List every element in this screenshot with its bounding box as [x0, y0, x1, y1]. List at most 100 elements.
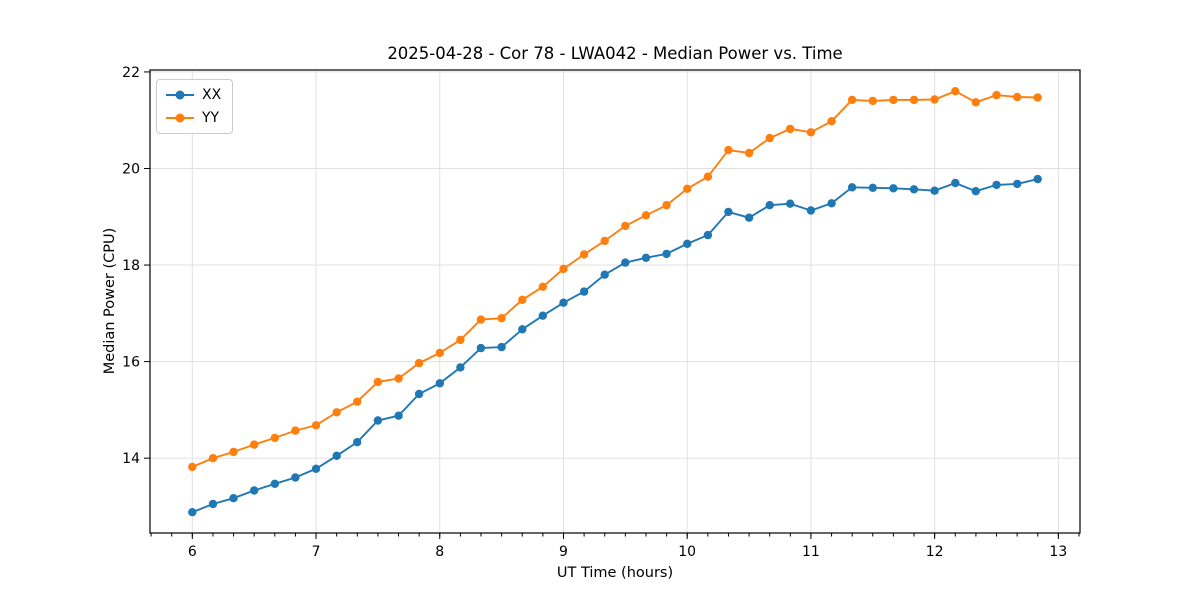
series-xx-marker — [992, 180, 1001, 190]
series-xx-marker — [270, 479, 279, 488]
series-yy-marker — [930, 95, 939, 104]
series-yy-marker — [662, 201, 671, 210]
series-xx-marker — [208, 499, 218, 509]
series-yy-marker — [579, 250, 589, 259]
series-xx-marker — [951, 178, 960, 188]
series-xx-marker — [806, 206, 816, 215]
series-xx-marker — [744, 213, 754, 222]
series-yy-marker — [456, 335, 465, 345]
series-yy-marker — [476, 315, 486, 324]
series-xx-marker — [414, 389, 424, 399]
x-axis-label: UT Time (hours) — [556, 565, 674, 581]
x-tick-label: 8 — [435, 544, 444, 560]
series-yy-marker — [889, 95, 898, 105]
series-yy-marker — [641, 211, 651, 220]
series-yy-marker — [353, 397, 362, 406]
series-yy-marker — [250, 440, 259, 449]
legend-item-yy: YY — [166, 108, 221, 128]
series-yy-marker — [270, 433, 279, 443]
series-yy-marker — [229, 447, 238, 457]
series-xx-marker — [909, 185, 919, 194]
x-tick-label: 6 — [188, 544, 197, 560]
series-yy-marker — [1033, 93, 1042, 102]
series-xx-marker — [497, 342, 506, 352]
x-tick-label: 7 — [312, 544, 321, 560]
series-yy-marker — [394, 374, 403, 383]
series-xx-marker — [559, 298, 568, 307]
series-yy-marker — [827, 117, 836, 126]
legend-item-xx: XX — [166, 85, 221, 105]
x-tick-label: 10 — [678, 544, 696, 560]
series-yy-marker — [559, 264, 568, 274]
series-xx-marker — [291, 473, 300, 482]
series-yy-marker — [683, 184, 692, 193]
series-xx-marker — [930, 186, 939, 195]
series-xx-marker — [311, 464, 321, 473]
series-yy-marker — [291, 426, 300, 435]
series-xx-marker — [332, 451, 341, 460]
series-xx-marker — [353, 438, 362, 447]
series-yy-marker — [992, 90, 1001, 100]
y-tick-label: 16 — [122, 355, 140, 371]
series-yy-marker — [414, 358, 424, 368]
series-xx-marker — [827, 199, 836, 208]
series-xx-marker — [683, 239, 692, 248]
y-tick-label: 18 — [122, 258, 140, 274]
series-xx-marker — [373, 416, 383, 425]
series-xx-marker — [971, 187, 980, 196]
series-yy-marker — [332, 408, 341, 417]
series-xx-marker — [229, 494, 238, 503]
x-tick-label: 11 — [802, 544, 820, 560]
series-xx-marker — [724, 207, 733, 217]
series-yy-marker — [971, 98, 980, 107]
series-xx-marker — [786, 199, 795, 208]
series-yy-marker — [951, 87, 960, 96]
series-xx-marker — [868, 183, 877, 192]
series-yy-marker — [373, 377, 383, 387]
series-xx-marker — [538, 311, 547, 320]
series-xx-line — [191, 178, 1038, 514]
series-xx-marker — [641, 253, 651, 262]
series-xx-marker — [435, 379, 444, 388]
legend-label-yy: YY — [202, 110, 220, 126]
series-yy-marker — [600, 236, 609, 246]
series-xx-marker — [765, 201, 774, 210]
chart-title: 2025-04-28 - Cor 78 - LWA042 - Median Po… — [387, 44, 843, 63]
y-tick-label: 20 — [122, 161, 140, 177]
series-xx-marker — [1033, 174, 1042, 184]
series-xx-marker — [847, 183, 857, 192]
y-tick-label: 14 — [122, 451, 140, 467]
series-xx-marker — [394, 411, 403, 420]
series-yy-marker — [786, 124, 795, 134]
x-tick-label: 12 — [926, 544, 944, 560]
legend-label-xx: XX — [202, 87, 222, 103]
series-xx-marker — [621, 258, 630, 267]
series-yy-marker — [1013, 92, 1022, 102]
series-xx-marker — [579, 287, 589, 296]
yy-line-marker-icon — [166, 113, 194, 123]
plot-frame — [149, 69, 1081, 534]
series-yy-marker — [847, 95, 857, 105]
series-yy-marker — [703, 172, 713, 181]
series-yy-marker — [868, 96, 877, 106]
series-xx-marker — [188, 508, 197, 517]
series-xx-marker — [703, 230, 713, 240]
series-yy-marker — [497, 314, 506, 323]
series-yy-marker — [208, 454, 218, 463]
series-xx-marker — [456, 363, 465, 372]
series-yy-marker — [806, 128, 816, 137]
series-yy-marker — [435, 348, 444, 358]
series-yy-marker — [724, 145, 733, 155]
series-yy-line — [191, 90, 1038, 468]
series-xx-marker — [518, 325, 527, 334]
legend: XX YY — [156, 79, 234, 134]
x-tick-label: 9 — [559, 544, 568, 560]
series-yy-marker — [909, 95, 919, 105]
series-yy-marker — [311, 421, 321, 430]
series-xx-marker — [600, 270, 609, 279]
series-xx-marker — [476, 343, 486, 353]
series-yy-marker — [765, 133, 774, 143]
series-yy-marker — [188, 462, 197, 472]
